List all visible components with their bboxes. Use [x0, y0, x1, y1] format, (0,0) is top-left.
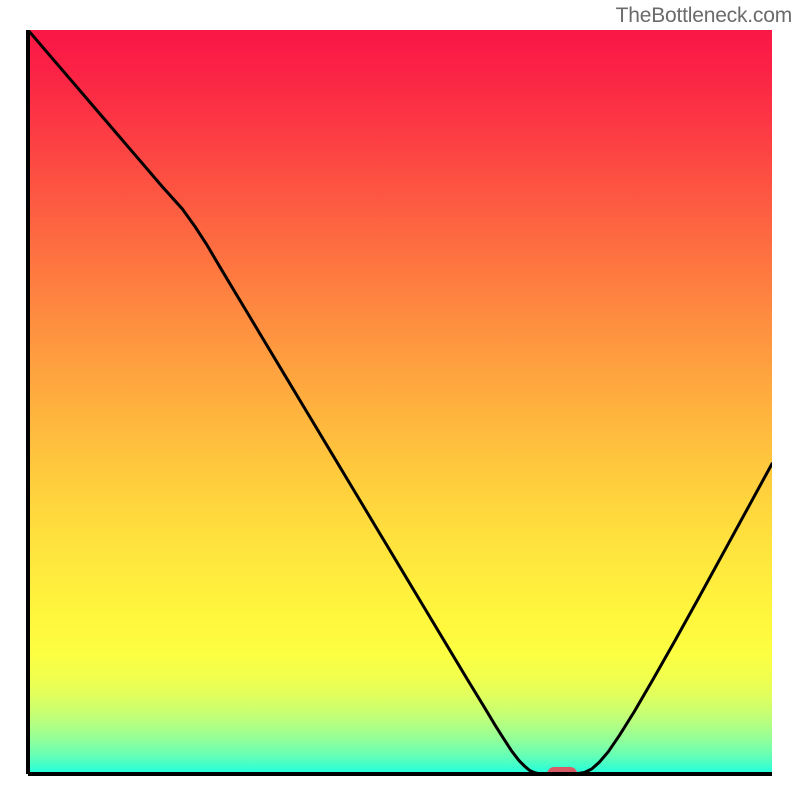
bottleneck-chart: [0, 0, 800, 800]
watermark-text: TheBottleneck.com: [616, 4, 792, 28]
chart-container: TheBottleneck.com: [0, 0, 800, 800]
gradient-background: [28, 30, 772, 774]
